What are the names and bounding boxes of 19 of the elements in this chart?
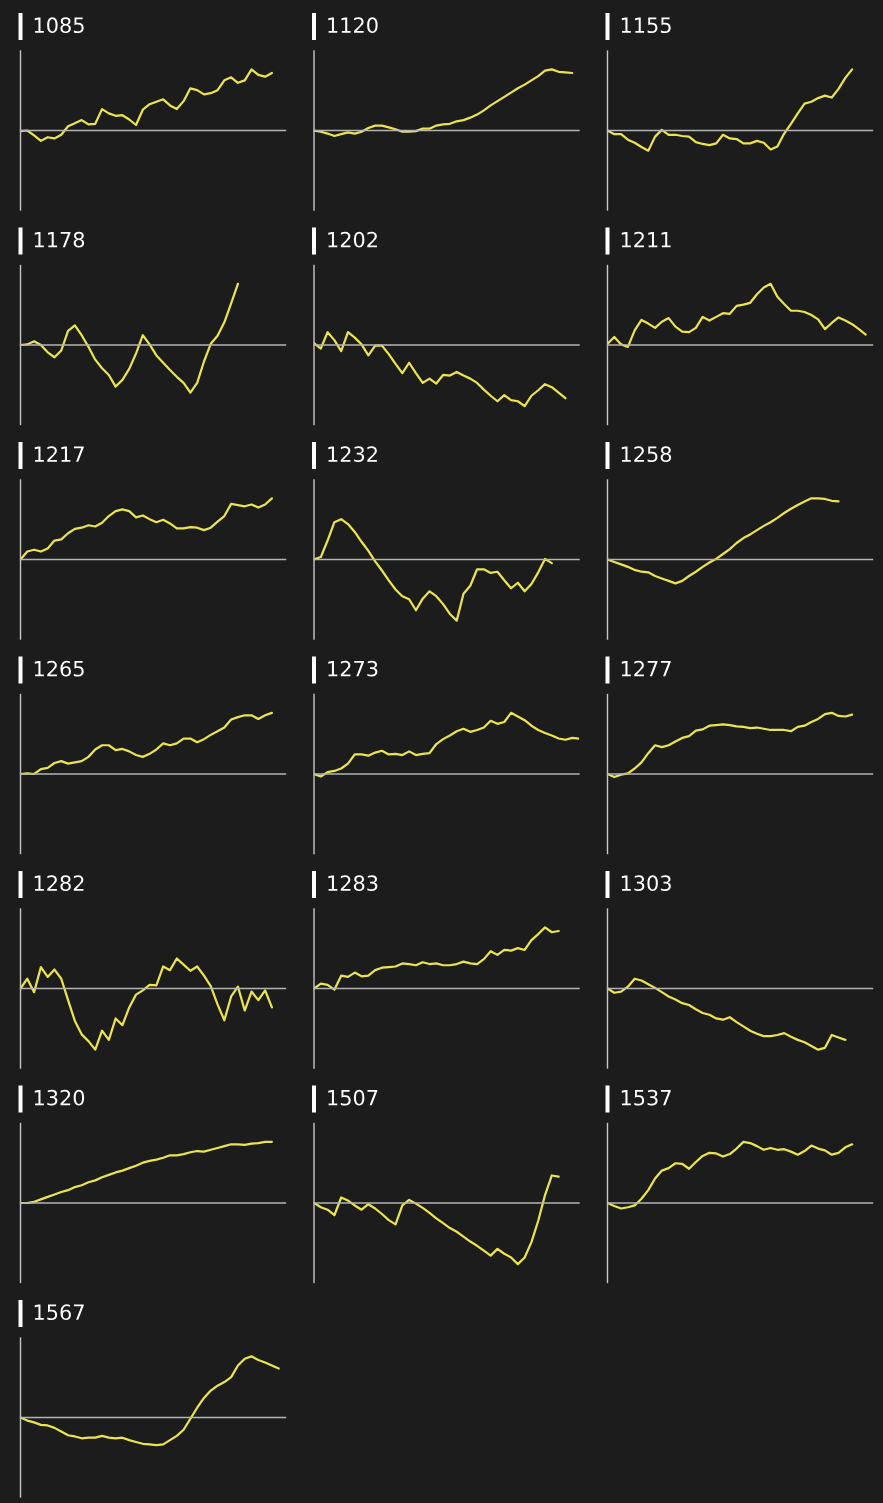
chart-title: 1277 [621,660,671,677]
chart-title: 1258 [621,446,672,463]
chart-title: 1283 [328,875,378,892]
chart-title: 1211 [621,231,671,248]
chart-title: 1217 [34,446,84,462]
chart-title: 1178 [34,231,85,248]
chart-title: 1303 [621,875,671,892]
chart-title: 1567 [34,1304,84,1321]
chart-title: 1085 [34,17,84,34]
chart-title: 1232 [328,446,377,463]
chart-title: 1120 [328,17,378,34]
chart-title: 1282 [34,875,84,892]
chart-title: 1537 [621,1089,671,1106]
chart-title: 1155 [621,17,671,34]
chart-title: 1265 [34,660,84,677]
chart-title: 1202 [328,231,377,248]
chart-title: 1507 [328,1089,378,1106]
chart-title: 1273 [328,660,378,677]
chart-title: 1320 [34,1089,85,1106]
